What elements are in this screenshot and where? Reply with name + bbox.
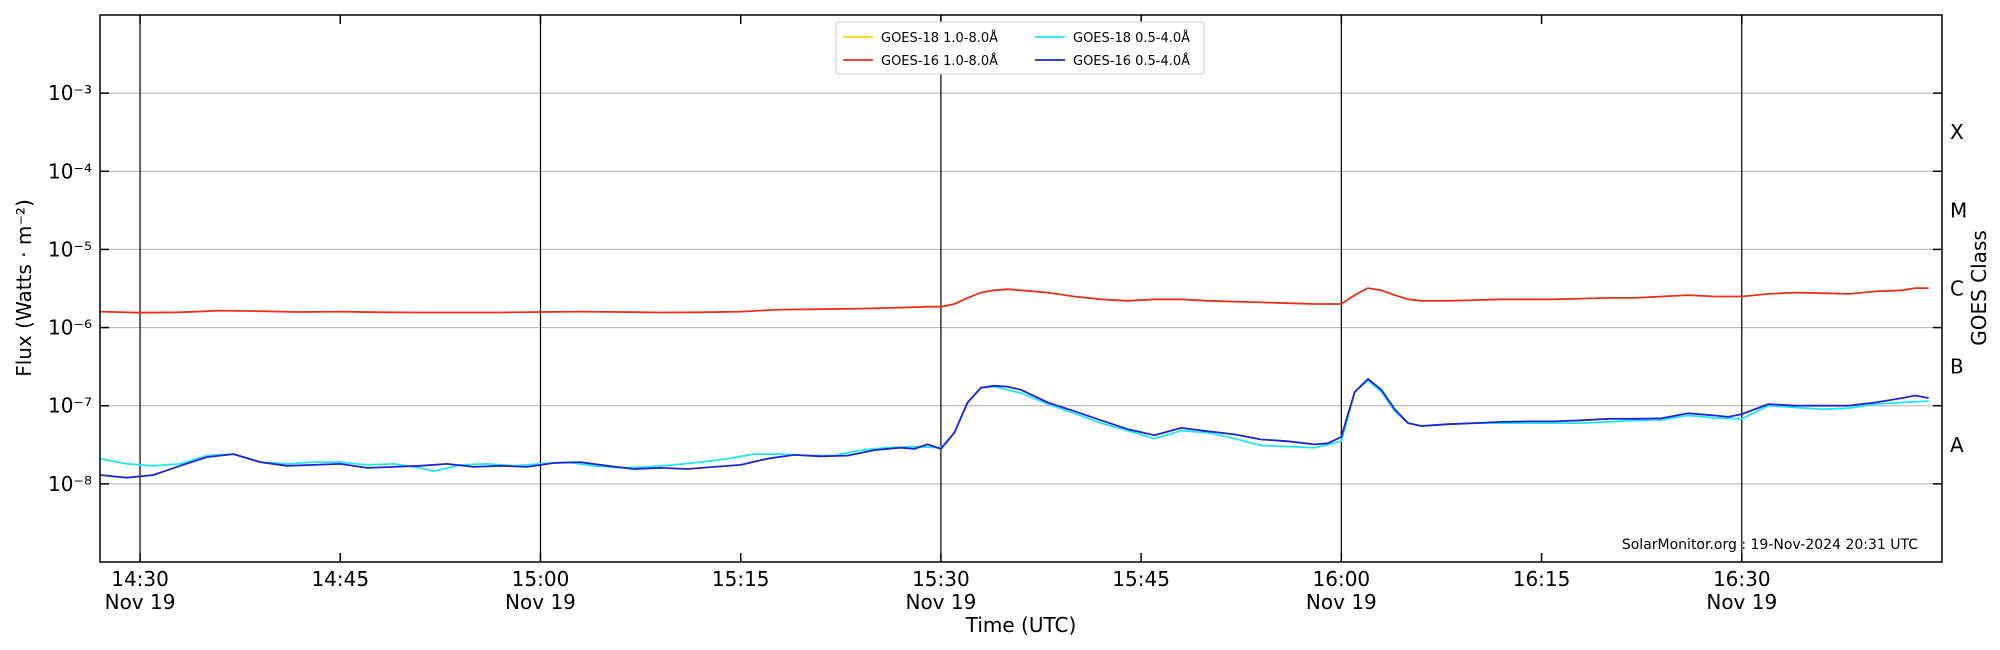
day-hour-markers (139, 15, 1743, 562)
legend-box (835, 21, 1205, 75)
legend-entry: GOES-18 0.5-4.0Å (1073, 30, 1190, 46)
legend-entry: GOES-16 0.5-4.0Å (1073, 53, 1190, 69)
x-tick-date-label: Nov 19 (1706, 590, 1777, 614)
grid (100, 92, 1942, 485)
x-tick-date-label: Nov 19 (105, 590, 176, 614)
y-tick-label: 10⁻⁴ (48, 159, 92, 183)
series-line-1 (99, 287, 1929, 314)
goes-class-label: M (1950, 198, 1967, 222)
x-axis-label: Time (UTC) (965, 613, 1077, 637)
goes-class-label: X (1950, 120, 1964, 144)
x-tick-label: 16:15 (1513, 567, 1571, 591)
goes-class-label: B (1950, 355, 1964, 379)
x-tick-label: 14:45 (311, 567, 369, 591)
goes-class-label: C (1950, 277, 1964, 301)
legend-entry: GOES-18 1.0-8.0Å (881, 30, 998, 46)
plot-frame (99, 14, 1943, 563)
x-tick-label: 15:45 (1112, 567, 1170, 591)
legend: GOES-18 1.0-8.0Å GOES-16 1.0-8.0Å GOES-18 … (835, 21, 1205, 75)
x-tick-label: 14:30 (111, 567, 169, 591)
y-axis-label: Flux (Watts · m⁻²) (12, 199, 36, 377)
legend-entry: GOES-16 1.0-8.0Å (881, 53, 998, 69)
y2-axis-label: GOES Class (1967, 230, 1991, 346)
x-tick-date-label: Nov 19 (505, 590, 576, 614)
y-tick-label: 10⁻⁵ (48, 237, 92, 261)
series-lines (99, 287, 1929, 479)
x-tick-label: 15:30 (912, 567, 970, 591)
x-tick-date-label: Nov 19 (905, 590, 976, 614)
series-line-2 (99, 379, 1929, 473)
y-tick-label: 10⁻⁷ (48, 394, 92, 418)
y-tick-label: 10⁻³ (48, 81, 92, 105)
credit-text: SolarMonitor.org : 19-Nov-2024 20:31 UTC (1622, 537, 1918, 553)
goes-class-label: A (1950, 433, 1964, 457)
x-tick-date-label: Nov 19 (1306, 590, 1377, 614)
x-tick-label: 15:00 (512, 567, 570, 591)
series-line-3 (99, 378, 1929, 479)
y-tick-label: 10⁻⁶ (48, 316, 92, 340)
x-tick-label: 16:00 (1313, 567, 1371, 591)
x-tick-label: 16:30 (1713, 567, 1771, 591)
y-tick-label: 10⁻⁸ (48, 472, 92, 496)
x-tick-label: 15:15 (712, 567, 770, 591)
